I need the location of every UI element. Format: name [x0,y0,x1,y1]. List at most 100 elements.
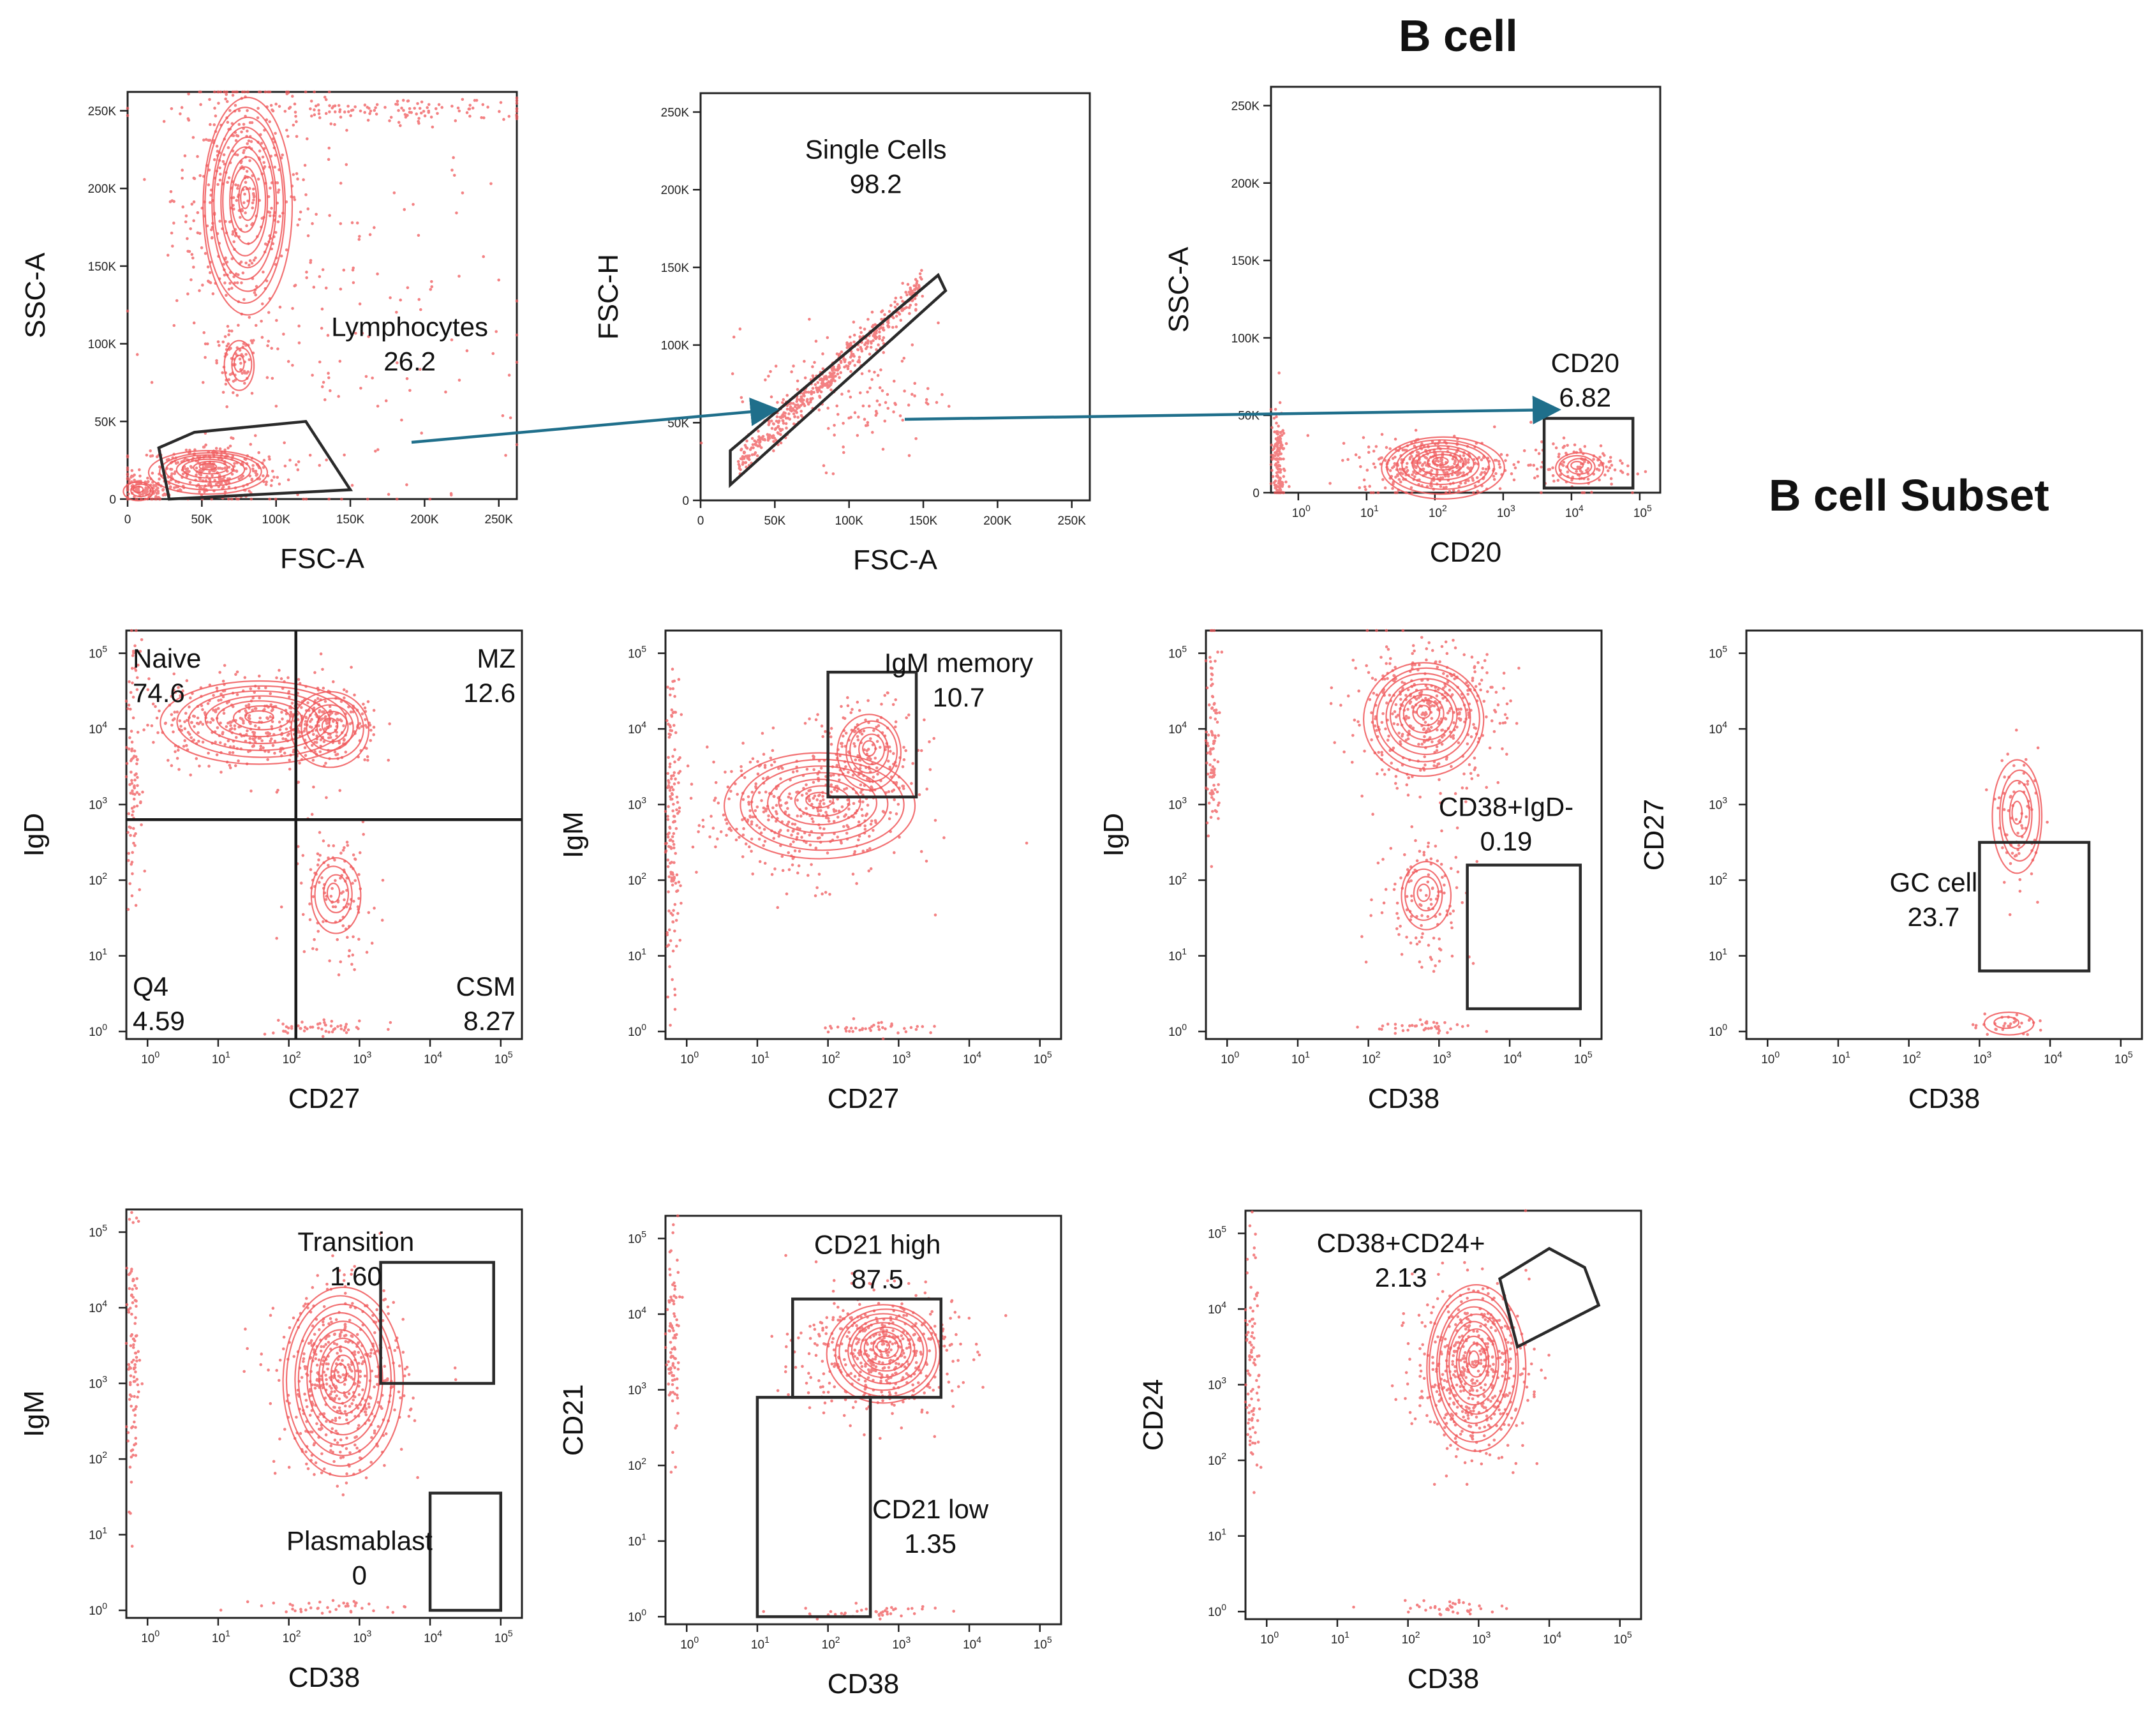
event-dot [1270,426,1274,430]
event-dot [1437,1027,1440,1031]
event-dot [851,872,855,876]
event-dot [666,832,670,836]
event-dot [207,168,211,172]
event-dot [216,90,219,94]
event-dot [509,416,512,419]
event-dot [135,804,139,808]
event-dot [1497,460,1501,463]
event-dot [844,765,847,768]
event-dot [751,757,755,761]
event-dot [923,718,926,722]
event-dot [747,456,750,459]
event-dot [1468,763,1471,767]
event-dot [781,869,785,872]
event-dot [515,113,518,117]
event-dot [794,409,797,413]
event-dot [395,361,399,364]
event-dot [673,902,677,906]
event-dot [1206,772,1210,776]
event-dot [776,431,780,435]
event-dot [1513,466,1517,470]
event-dot [136,731,140,734]
event-dot [396,103,399,106]
event-dot [296,468,300,472]
event-dot [831,375,835,378]
event-dot [1394,703,1398,707]
event-dot [461,98,465,101]
event-dot [1462,653,1466,657]
event-dot [293,284,296,288]
event-dot [1342,750,1346,754]
event-dot [320,1028,323,1031]
event-dot [238,357,242,361]
density-contour [193,460,228,475]
event-dot [318,463,322,467]
event-dot [336,717,339,721]
event-dot [1279,491,1282,495]
event-dot [248,187,251,190]
event-dot [235,198,239,202]
event-dot [671,883,674,887]
event-dot [1457,489,1461,493]
event-dot [777,830,781,834]
event-dot [233,461,236,465]
event-dot [1395,786,1399,790]
event-dot [131,716,135,720]
event-dot [1370,711,1373,715]
event-dot [748,845,751,849]
event-dot [1551,474,1555,477]
event-dot [1480,678,1483,682]
event-dot [872,729,875,732]
event-dot [860,372,864,375]
event-dot [757,430,760,433]
x-tick-label: 100 [1221,1049,1239,1066]
event-dot [1610,463,1614,467]
event-dot [677,678,681,681]
event-dot [345,128,348,132]
event-dot [1415,465,1418,468]
event-dot [247,703,251,707]
event-dot [221,371,225,375]
event-dot [1558,452,1561,456]
event-dot [846,696,849,699]
event-dot [855,882,858,885]
event-dot [762,828,766,831]
event-dot [234,103,237,107]
event-dot [1529,463,1532,467]
event-dot [750,849,753,853]
event-dot [677,880,681,884]
event-dot [162,119,166,123]
event-dot [215,753,219,756]
event-dot [364,375,368,378]
event-dot [231,705,235,708]
event-dot [253,291,256,294]
event-dot [311,758,315,762]
event-dot [821,367,825,371]
event-dot [1418,663,1421,667]
event-dot [870,310,874,314]
event-dot [1210,673,1214,677]
event-dot [667,781,671,784]
event-dot [362,833,365,836]
event-dot [145,453,149,457]
event-dot [878,337,881,340]
event-dot [1432,969,1436,973]
event-dot [1606,469,1610,472]
event-dot [928,768,932,772]
event-dot [756,759,759,763]
event-dot [1451,469,1455,473]
event-dot [677,758,680,761]
event-dot [812,755,815,758]
event-dot [406,99,410,103]
event-dot [252,195,256,199]
event-dot [893,300,896,304]
y-tick-label: 250K [1231,100,1260,113]
density-contour [316,710,349,743]
event-dot [1270,443,1274,447]
event-dot [886,320,889,324]
event-dot [326,334,330,337]
event-dot [1408,456,1412,460]
event-dot [321,1035,325,1038]
event-dot [250,477,254,481]
event-dot [1562,436,1566,440]
